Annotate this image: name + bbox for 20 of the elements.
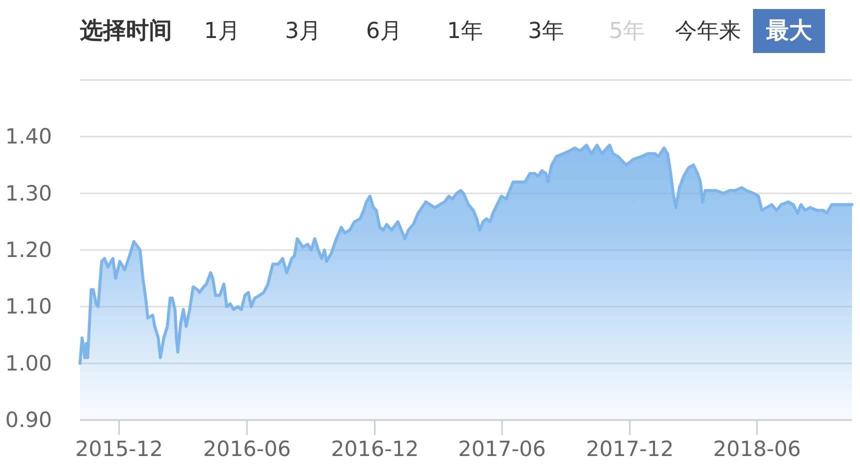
chart-title: 选择时间 [79, 18, 172, 44]
y-tick-label: 1.10 [5, 294, 52, 319]
x-tick-label: 2018-06 [713, 437, 801, 461]
y-tick-label: 1.20 [5, 238, 52, 262]
y-tick-label: 1.30 [5, 181, 52, 206]
text: 1月 [204, 18, 240, 44]
y-tick-label: 1.40 [5, 124, 52, 149]
x-tick-label: 2017-12 [586, 437, 674, 461]
text: 6月 [366, 18, 402, 44]
y-tick-label: 1.00 [5, 351, 52, 376]
x-tick-label: 2016-12 [330, 437, 419, 461]
x-tick-label: 2017-06 [458, 437, 546, 461]
x-tick-label: 2015-12 [75, 437, 163, 461]
selected-button: 最大 [753, 9, 825, 53]
text: 3月 [285, 18, 321, 44]
text: 1年 [447, 18, 483, 44]
x-tick-label: 2016-06 [203, 437, 291, 461]
text: 3年 [528, 18, 564, 44]
y-tick-label: 0.90 [5, 408, 52, 432]
text: 今年来 [675, 18, 741, 44]
